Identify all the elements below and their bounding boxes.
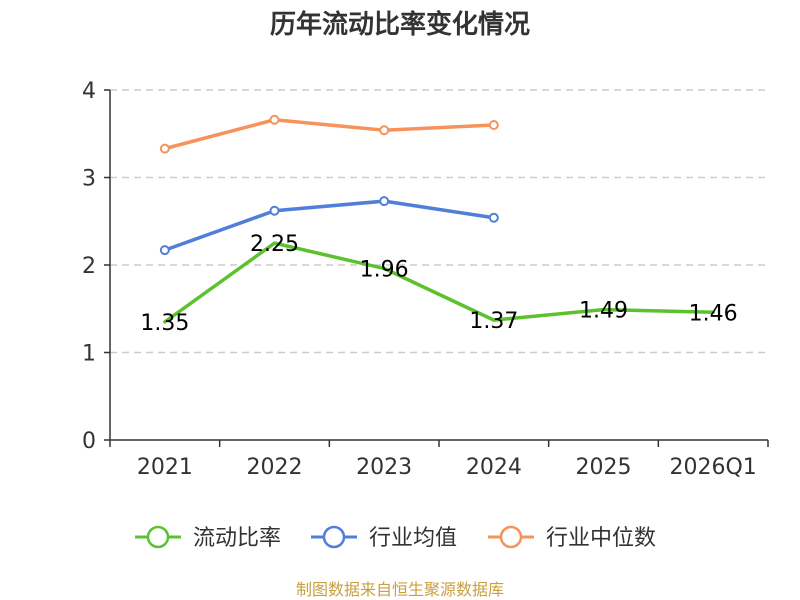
x-tick-label: 2021: [137, 455, 193, 480]
axes: 0 1 2 3 4 2021 2022 2023 2024 2025 2026Q1: [82, 79, 769, 480]
data-point: [159, 245, 170, 256]
data-label: 1.37: [469, 309, 518, 334]
data-label: 2.25: [250, 232, 299, 257]
legend-swatch-marker: [499, 525, 523, 549]
source-note: 制图数据来自恒生聚源数据库: [296, 580, 504, 599]
x-tick-label: 2025: [576, 455, 632, 480]
data-label: 1.46: [689, 301, 738, 326]
legend-label: 流动比率: [193, 526, 281, 551]
grid-lines: [110, 89, 768, 354]
data-point: [379, 196, 390, 207]
data-point: [159, 143, 170, 154]
legend-label: 行业均值: [369, 526, 457, 551]
y-tick-label: 1: [82, 342, 96, 367]
data-label: 1.96: [360, 258, 409, 283]
legend-item-0[interactable]: 流动比率: [135, 525, 281, 551]
data-label: 1.49: [579, 299, 628, 324]
data-point: [269, 205, 280, 216]
y-tick-label: 2: [82, 254, 96, 279]
legend-swatch-marker: [146, 525, 170, 549]
y-tick-label: 0: [82, 429, 96, 454]
x-tick-label: 2026Q1: [670, 455, 757, 480]
series-line-1: [163, 199, 496, 252]
data-label: 1.35: [140, 311, 189, 336]
legend[interactable]: 流动比率 行业均值 行业中位数: [135, 525, 656, 551]
series-line-2: [163, 118, 496, 151]
x-tick-label: 2023: [356, 455, 412, 480]
data-labels: 1.35 2.25 1.96 1.37 1.49 1.46: [140, 232, 737, 336]
data-point: [488, 212, 499, 223]
y-tick-label: 3: [82, 167, 96, 192]
x-tick-label: 2022: [247, 455, 303, 480]
y-tick-label: 4: [82, 79, 96, 104]
series-line-0: [163, 241, 715, 324]
legend-swatch-marker: [322, 525, 346, 549]
data-point: [269, 114, 280, 125]
data-point: [488, 120, 499, 130]
data-point: [379, 125, 390, 136]
series-lines: [159, 114, 715, 324]
legend-item-2[interactable]: 行业中位数: [488, 525, 656, 551]
x-tick-label: 2024: [466, 455, 522, 480]
legend-item-1[interactable]: 行业均值: [311, 525, 457, 551]
chart-title: 历年流动比率变化情况: [270, 9, 530, 40]
legend-label: 行业中位数: [546, 526, 656, 551]
